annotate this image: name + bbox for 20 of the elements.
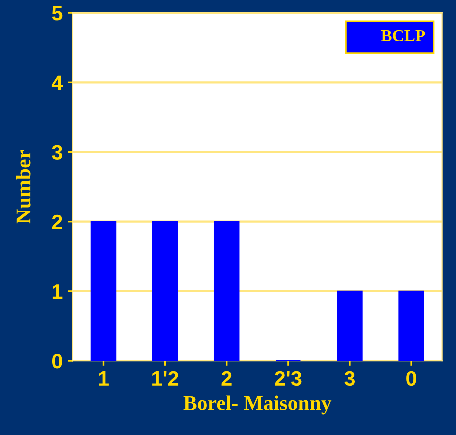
bar: [152, 221, 178, 362]
bar: [214, 221, 240, 362]
y-tick-label: 5: [52, 6, 63, 21]
text: BCLP: [381, 30, 426, 42]
x-tick-label: 3: [344, 371, 356, 386]
y-tick-label: 4: [52, 76, 64, 90]
y-tick-label: 2: [52, 214, 62, 230]
y-tick-label: 0: [52, 354, 62, 369]
y-tick-label: 1: [52, 284, 63, 299]
x-tick-label: 1'2: [152, 371, 179, 386]
y-tick-label: 3: [52, 145, 62, 160]
x-axis-title: Borel- Maisonny: [184, 396, 332, 415]
x-tick-label: 2'3: [275, 371, 302, 386]
bar: [398, 290, 424, 362]
bar: [90, 221, 117, 362]
x-tick-label: 0: [406, 371, 416, 386]
y-axis-title: Number: [16, 150, 31, 224]
x-tick-label: 2: [222, 371, 232, 386]
x-tick-label: 1: [99, 372, 109, 386]
bar: [337, 290, 363, 362]
